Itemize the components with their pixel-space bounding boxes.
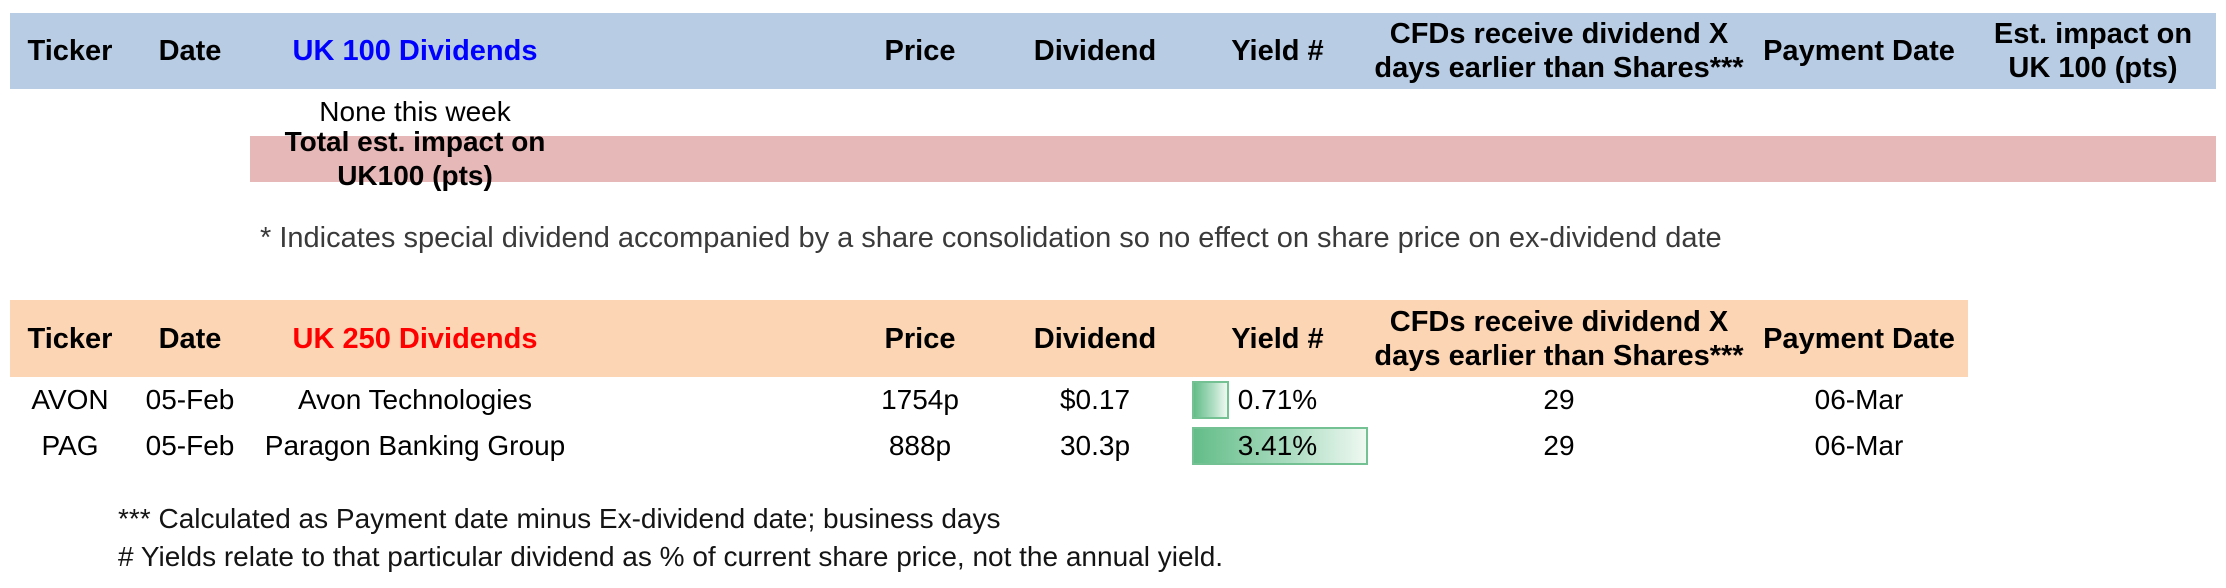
uk250-header-row: Ticker Date UK 250 Dividends Price Divid…: [0, 300, 2226, 377]
uk100-header-yield[interactable]: Yield #: [1231, 35, 1324, 67]
cfds-days-cell[interactable]: 29: [1543, 430, 1575, 461]
yield-data-bar: [1192, 381, 1229, 419]
uk250-header-price[interactable]: Price: [884, 322, 956, 355]
uk250-table-title[interactable]: UK 250 Dividends: [292, 322, 538, 355]
uk250-header-background: [10, 300, 1968, 377]
footnote-payment-calc: *** Calculated as Payment date minus Ex-…: [118, 503, 1001, 534]
uk100-header-price[interactable]: Price: [884, 35, 956, 67]
payment-date-cell[interactable]: 06-Mar: [1814, 430, 1904, 461]
uk100-none-this-week-cell[interactable]: None this week: [319, 96, 511, 127]
uk100-header-date[interactable]: Date: [158, 35, 222, 67]
dividend-cell[interactable]: $0.17: [1059, 384, 1131, 415]
uk100-header-ticker[interactable]: Ticker: [27, 35, 113, 67]
uk100-header-dividend[interactable]: Dividend: [1033, 35, 1157, 67]
uk100-total-row-background: [250, 136, 2216, 182]
price-cell[interactable]: 888p: [888, 430, 952, 461]
special-dividend-note: * Indicates special dividend accompanied…: [260, 222, 1722, 254]
uk250-row-pag: PAG 05-Feb Paragon Banking Group 888p 30…: [0, 423, 2226, 469]
uk100-table-title[interactable]: UK 100 Dividends: [292, 35, 538, 67]
uk100-header-cfds[interactable]: CFDs receive dividend X days earlier tha…: [1374, 18, 1744, 84]
uk100-header-background: [10, 13, 2216, 89]
company-name-cell[interactable]: Avon Technologies: [297, 384, 533, 415]
ticker-cell[interactable]: AVON: [31, 384, 109, 415]
cfds-days-cell[interactable]: 29: [1543, 384, 1575, 415]
ticker-cell[interactable]: PAG: [41, 430, 99, 461]
yield-cell[interactable]: 3.41%: [1237, 430, 1318, 461]
uk250-header-payment-date[interactable]: Payment Date: [1763, 322, 1955, 355]
uk250-header-dividend[interactable]: Dividend: [1033, 322, 1157, 355]
ex-dividend-date-cell[interactable]: 05-Feb: [145, 430, 235, 461]
uk100-total-impact-label[interactable]: Total est. impact on UK100 (pts): [284, 126, 546, 191]
company-name-cell[interactable]: Paragon Banking Group: [264, 430, 566, 461]
footnote-yield-definition: # Yields relate to that particular divid…: [118, 541, 1224, 572]
uk100-total-row: Total est. impact on UK100 (pts): [0, 126, 2226, 191]
payment-date-cell[interactable]: 06-Mar: [1814, 384, 1904, 415]
uk100-header-est-impact[interactable]: Est. impact on UK 100 (pts): [1993, 18, 2193, 84]
uk250-header-yield[interactable]: Yield #: [1231, 322, 1324, 355]
uk100-header-row: Ticker Date UK 100 Dividends Price Divid…: [0, 13, 2226, 89]
uk250-header-cfds[interactable]: CFDs receive dividend X days earlier tha…: [1374, 305, 1744, 372]
uk250-header-ticker[interactable]: Ticker: [27, 322, 113, 355]
yield-cell[interactable]: 0.71%: [1237, 384, 1318, 415]
uk250-row-avon: AVON 05-Feb Avon Technologies 1754p $0.1…: [0, 377, 2226, 423]
uk100-header-payment-date[interactable]: Payment Date: [1763, 35, 1955, 67]
uk250-header-date[interactable]: Date: [158, 322, 222, 355]
ex-dividend-date-cell[interactable]: 05-Feb: [145, 384, 235, 415]
uk100-none-row: None this week: [0, 89, 2226, 135]
dividend-cell[interactable]: 30.3p: [1059, 430, 1131, 461]
yield-data-bar: [1192, 427, 1368, 465]
price-cell[interactable]: 1754p: [881, 384, 959, 415]
